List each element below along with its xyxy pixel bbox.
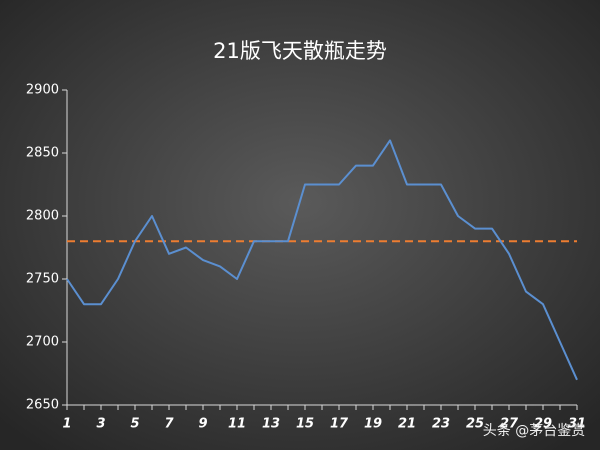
x-tick-label: 17 <box>330 417 349 432</box>
x-tick-label: 13 <box>262 417 280 432</box>
y-tick-label: 2900 <box>26 83 59 98</box>
x-tick-label: 5 <box>130 417 139 432</box>
x-tick-label: 31 <box>568 417 586 432</box>
x-tick-label: 23 <box>432 417 450 432</box>
x-tick-label: 3 <box>96 417 105 432</box>
watermark: 头条 @茅台鉴赏 <box>483 422 585 439</box>
x-tick-label: 1 <box>62 417 71 432</box>
x-tick-label: 29 <box>534 417 552 432</box>
y-tick-label: 2700 <box>26 335 59 350</box>
x-tick-label: 9 <box>198 417 207 432</box>
x-tick-label: 15 <box>296 417 314 432</box>
x-tick-label: 25 <box>466 417 484 432</box>
x-tick-label: 19 <box>364 417 382 432</box>
line-series <box>66 139 578 381</box>
y-tick-label: 2650 <box>26 398 59 413</box>
x-tick-label: 7 <box>164 417 174 432</box>
x-tick-label: 27 <box>500 417 519 432</box>
chart-title: 21版飞天散瓶走势 <box>213 39 387 63</box>
y-tick-label: 2800 <box>26 209 59 224</box>
y-tick-label: 2750 <box>26 272 59 287</box>
x-tick-label: 21 <box>398 417 416 432</box>
x-tick-label: 11 <box>228 417 246 432</box>
y-tick-label: 2850 <box>26 146 59 161</box>
